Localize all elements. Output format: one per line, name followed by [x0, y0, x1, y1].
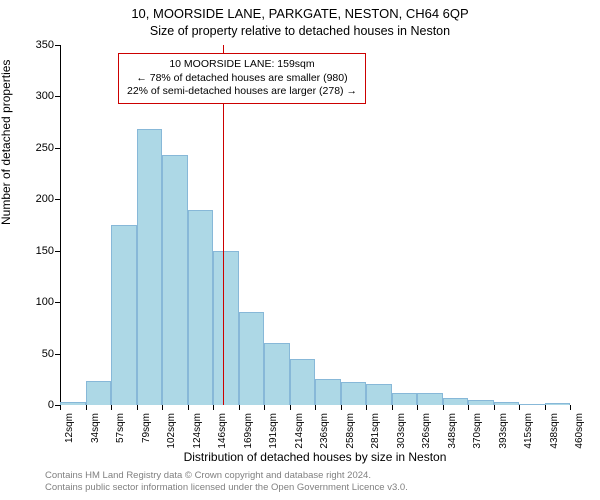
x-tick [315, 405, 316, 410]
histogram-bar [264, 343, 290, 405]
x-tick [264, 405, 265, 410]
x-tick-label: 57sqm [115, 413, 126, 443]
x-tick [137, 405, 138, 410]
x-tick [290, 405, 291, 410]
x-tick-label: 214sqm [294, 413, 305, 449]
chart-subtitle: Size of property relative to detached ho… [0, 24, 600, 38]
histogram-bar [545, 403, 571, 405]
x-tick-label: 303sqm [396, 413, 407, 449]
y-axis-line [60, 45, 61, 405]
x-tick [213, 405, 214, 410]
histogram-bar [443, 398, 469, 405]
y-tick-label: 150 [14, 245, 54, 257]
x-tick-label: 236sqm [319, 413, 330, 449]
x-tick [545, 405, 546, 410]
x-tick-label: 281sqm [370, 413, 381, 449]
histogram-bar [468, 400, 494, 405]
footer-attribution: Contains HM Land Registry data © Crown c… [45, 470, 408, 494]
histogram-bar [60, 402, 86, 405]
x-tick [392, 405, 393, 410]
x-tick [417, 405, 418, 410]
x-tick-label: 12sqm [64, 413, 75, 443]
x-tick [341, 405, 342, 410]
y-tick-label: 50 [14, 348, 54, 360]
histogram-bar [137, 129, 163, 405]
histogram-bar [213, 251, 239, 405]
annotation-line: ← 78% of detached houses are smaller (98… [127, 72, 357, 86]
y-tick-label: 0 [14, 399, 54, 411]
x-tick-label: 34sqm [90, 413, 101, 443]
x-tick [366, 405, 367, 410]
y-tick-label: 250 [14, 142, 54, 154]
y-tick-label: 100 [14, 296, 54, 308]
x-tick-label: 326sqm [421, 413, 432, 449]
y-tick-label: 350 [14, 39, 54, 51]
footer-line2: Contains public sector information licen… [45, 482, 408, 494]
x-tick [570, 405, 571, 410]
x-tick-label: 393sqm [498, 413, 509, 449]
y-tick [55, 199, 60, 200]
y-tick-label: 300 [14, 90, 54, 102]
histogram-bar [290, 359, 316, 405]
y-tick-label: 200 [14, 193, 54, 205]
x-tick [519, 405, 520, 410]
y-tick [55, 148, 60, 149]
x-tick-label: 258sqm [345, 413, 356, 449]
y-tick [55, 251, 60, 252]
x-tick [239, 405, 240, 410]
x-tick [443, 405, 444, 410]
histogram-bar [162, 155, 188, 405]
x-tick-label: 124sqm [192, 413, 203, 449]
x-tick-label: 460sqm [574, 413, 585, 449]
histogram-bar [417, 393, 443, 405]
x-tick-label: 169sqm [243, 413, 254, 449]
x-axis-label: Distribution of detached houses by size … [60, 450, 570, 464]
histogram-bar [111, 225, 137, 405]
x-tick-label: 79sqm [141, 413, 152, 443]
x-tick [60, 405, 61, 410]
x-tick-label: 415sqm [523, 413, 534, 449]
y-axis-label: Number of detached properties [0, 60, 13, 225]
histogram-bar [188, 210, 214, 405]
x-tick-label: 438sqm [549, 413, 560, 449]
histogram-bar [519, 404, 545, 405]
plot-area: 10 MOORSIDE LANE: 159sqm← 78% of detache… [60, 45, 570, 405]
chart-title: 10, MOORSIDE LANE, PARKGATE, NESTON, CH6… [0, 6, 600, 21]
x-tick [162, 405, 163, 410]
x-tick-label: 370sqm [472, 413, 483, 449]
histogram-bar [494, 402, 520, 405]
x-tick [86, 405, 87, 410]
histogram-bar [86, 381, 112, 405]
x-tick-label: 191sqm [268, 413, 279, 449]
x-tick [188, 405, 189, 410]
x-tick-label: 102sqm [166, 413, 177, 449]
histogram-bar [392, 393, 418, 405]
y-tick [55, 354, 60, 355]
histogram-bar [315, 379, 341, 405]
y-tick [55, 302, 60, 303]
annotation-box: 10 MOORSIDE LANE: 159sqm← 78% of detache… [118, 53, 366, 104]
y-tick [55, 45, 60, 46]
annotation-line: 10 MOORSIDE LANE: 159sqm [127, 58, 357, 72]
x-tick [494, 405, 495, 410]
x-tick [111, 405, 112, 410]
histogram-bar [366, 384, 392, 405]
x-tick-label: 348sqm [447, 413, 458, 449]
x-tick-label: 146sqm [217, 413, 228, 449]
y-tick [55, 96, 60, 97]
histogram-bar [239, 312, 265, 405]
histogram-bar [341, 382, 367, 405]
footer-line1: Contains HM Land Registry data © Crown c… [45, 470, 408, 482]
x-tick [468, 405, 469, 410]
annotation-line: 22% of semi-detached houses are larger (… [127, 85, 357, 99]
